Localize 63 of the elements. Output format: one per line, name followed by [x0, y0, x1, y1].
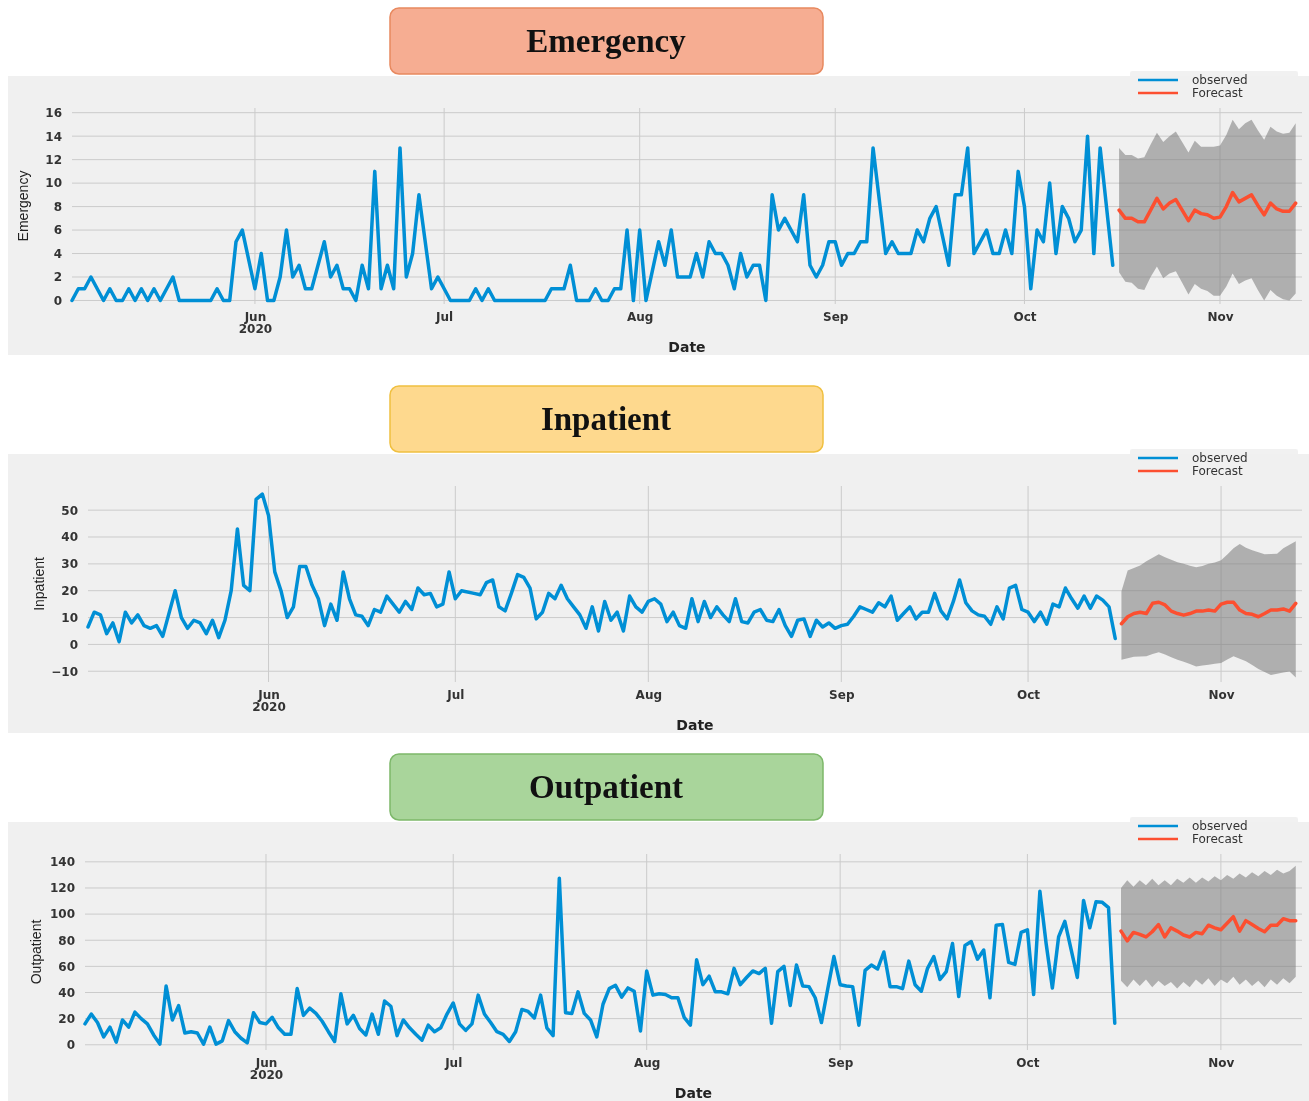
y-tick-label: 14 — [45, 129, 62, 144]
line-series — [1119, 914, 1298, 943]
x-axis-title: Date — [676, 717, 714, 733]
x-tick-label: Sep — [827, 1055, 854, 1070]
x-tick-label: Oct — [1017, 687, 1041, 702]
chart-title: Outpatient — [528, 769, 684, 805]
y-tick-label: 40 — [58, 985, 75, 1000]
y-tick-label: 40 — [61, 530, 78, 545]
legend-label: Forecast — [1192, 86, 1244, 100]
y-tick-label: 12 — [45, 152, 62, 167]
x-tick-label: Nov — [1208, 687, 1235, 702]
y-tick-label: 140 — [49, 855, 75, 870]
y-tick-label: 60 — [58, 959, 75, 974]
x-tick-label: Jul — [444, 1055, 463, 1070]
y-axis-title: Emergency — [15, 170, 31, 242]
x-tick-label: Jun 2020 — [249, 1055, 284, 1082]
x-tick-label: Nov — [1208, 1055, 1235, 1070]
line-series — [83, 876, 1117, 1046]
y-tick-label: 120 — [49, 881, 75, 896]
y-tick-label: 10 — [61, 610, 78, 625]
y-axis-title: Inpatient — [31, 557, 47, 611]
x-tick-label: Sep — [829, 687, 855, 702]
line-series — [1117, 190, 1298, 224]
y-tick-label: 0 — [66, 1038, 75, 1053]
legend-label: Forecast — [1192, 464, 1244, 478]
y-tick-label: 100 — [49, 907, 75, 922]
x-tick-label: Jun 2020 — [238, 309, 273, 336]
y-tick-label: 2 — [53, 270, 62, 285]
chart-title: Inpatient — [540, 401, 672, 437]
x-tick-label: Sep — [823, 309, 849, 324]
line-series — [70, 134, 1115, 303]
y-tick-label: 10 — [45, 176, 62, 191]
x-tick-label: Jul — [446, 687, 465, 702]
y-tick-label: 0 — [69, 637, 78, 652]
legend-label: observed — [1192, 819, 1248, 833]
x-tick-label: Nov — [1207, 309, 1234, 324]
y-tick-label: 0 — [53, 293, 62, 308]
x-tick-label: Oct — [1013, 309, 1037, 324]
line-series — [86, 492, 1117, 644]
line-series — [1119, 600, 1298, 626]
y-tick-label: 30 — [61, 557, 78, 572]
y-tick-label: 20 — [61, 584, 78, 599]
y-tick-label: 50 — [61, 503, 78, 518]
y-tick-label: 16 — [45, 106, 62, 121]
y-tick-label: 4 — [53, 246, 62, 261]
x-tick-label: Oct — [1016, 1055, 1040, 1070]
legend-label: Forecast — [1192, 832, 1244, 846]
x-tick-label: Jul — [435, 309, 454, 324]
y-tick-label: 8 — [53, 199, 62, 214]
chart-title: Emergency — [526, 23, 687, 59]
legend-label: observed — [1192, 73, 1248, 87]
x-axis-title: Date — [668, 339, 706, 355]
x-tick-label: Aug — [626, 309, 654, 324]
x-tick-label: Aug — [635, 687, 663, 702]
x-tick-label: Aug — [633, 1055, 661, 1070]
y-axis-title: Outpatient — [28, 919, 44, 985]
x-tick-label: Jun 2020 — [252, 687, 286, 714]
legend-label: observed — [1192, 451, 1248, 465]
y-tick-label: 6 — [53, 223, 62, 238]
x-axis-title: Date — [674, 1085, 713, 1101]
y-tick-label: 20 — [58, 1011, 75, 1026]
y-tick-label: 80 — [58, 933, 75, 948]
y-tick-label: −10 — [51, 664, 78, 679]
